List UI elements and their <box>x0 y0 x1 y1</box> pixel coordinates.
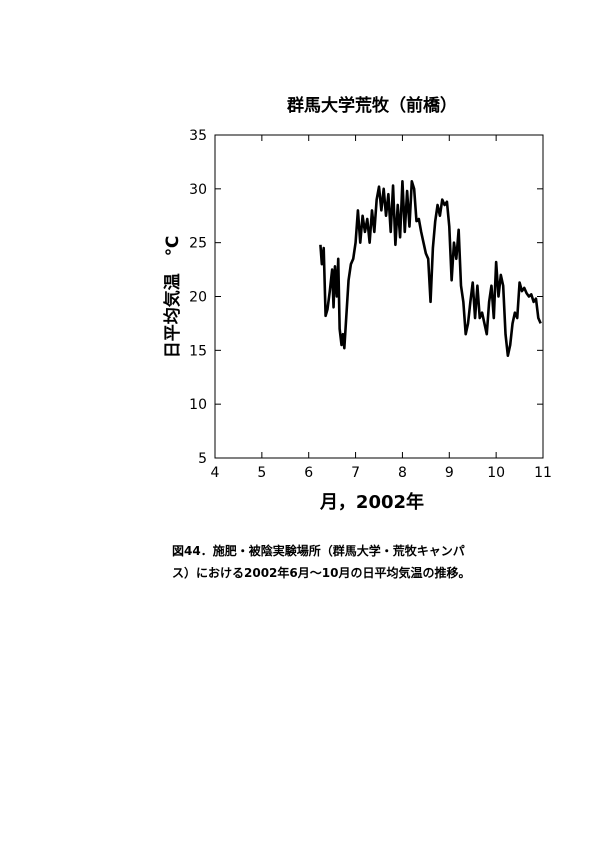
x-tick-label: 11 <box>534 465 552 481</box>
x-tick-label: 10 <box>487 465 505 481</box>
y-tick-label: 20 <box>189 290 207 306</box>
x-tick-label: 5 <box>257 465 266 481</box>
x-tick-label: 8 <box>398 465 407 481</box>
chart-title: 群馬大学荒牧（前橋） <box>287 95 457 116</box>
y-tick-label: 10 <box>189 397 207 413</box>
x-axis-label: 月，2002年 <box>319 491 424 513</box>
y-tick-label: 25 <box>189 236 207 252</box>
temperature-line <box>319 179 542 358</box>
x-tick-label: 4 <box>211 465 220 481</box>
y-tick-label: 15 <box>189 343 207 359</box>
x-tick-label: 7 <box>351 465 360 481</box>
y-tick-label: 5 <box>198 451 207 467</box>
y-tick-label: 30 <box>189 182 207 198</box>
y-axis-label: 日平均気温 ℃ <box>162 236 183 359</box>
y-tick-label: 35 <box>189 128 207 144</box>
caption-line: 図44．施肥・被陰実験場所（群馬大学・荒牧キャンパ <box>172 543 465 558</box>
caption-line: ス）における2002年6月～10月の日平均気温の推移。 <box>172 565 470 580</box>
x-tick-label: 6 <box>304 465 313 481</box>
x-tick-label: 9 <box>445 465 454 481</box>
